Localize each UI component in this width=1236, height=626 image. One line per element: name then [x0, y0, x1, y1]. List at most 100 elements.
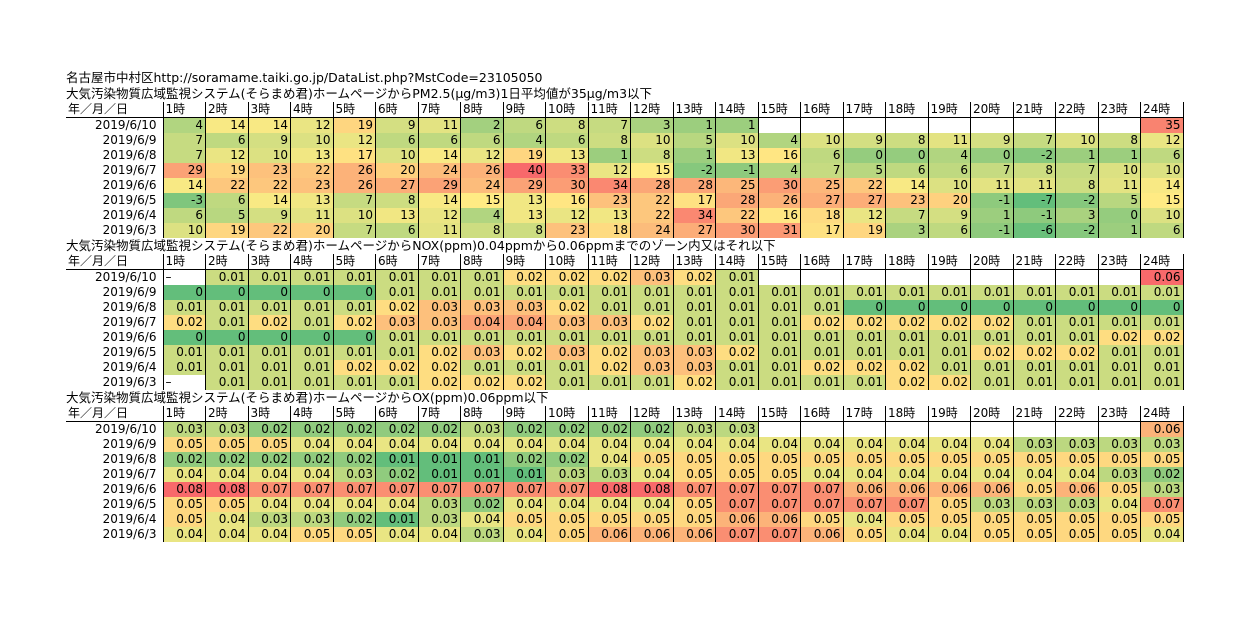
- value-cell: 6: [163, 208, 206, 223]
- value-cell: 9: [928, 208, 971, 223]
- value-cell: 0.02: [375, 300, 419, 315]
- value-cell: 5: [1098, 193, 1141, 208]
- value-cell: 0.05: [758, 467, 801, 482]
- value-cell: [1013, 117, 1056, 133]
- value-cell: 6: [545, 133, 589, 148]
- value-cell: 14: [248, 193, 291, 208]
- value-cell: 0.07: [460, 482, 504, 497]
- value-cell: 0.01: [928, 330, 971, 345]
- value-cell: 4: [928, 148, 971, 163]
- value-cell: 0.02: [715, 345, 759, 360]
- value-cell: 0.01: [248, 375, 291, 390]
- value-cell: 0.01: [843, 285, 886, 300]
- date-header: 年／月／日: [66, 254, 164, 270]
- hour-header: 24時: [1140, 406, 1184, 422]
- table-row: 2019/6/7 0.02 0.01 0.02 0.01 0.02 0.03 0.03 0.04…: [66, 315, 1184, 330]
- hour-header: 10時: [545, 102, 589, 118]
- value-cell: 0.02: [800, 315, 844, 330]
- hour-header: 4時: [290, 406, 334, 422]
- value-cell: 0.02: [1140, 330, 1184, 345]
- hour-header: 15時: [758, 406, 801, 422]
- value-cell: 0.02: [375, 421, 419, 437]
- value-cell: 4: [503, 133, 546, 148]
- value-cell: 0: [1098, 208, 1141, 223]
- hour-header: 22時: [1055, 102, 1099, 118]
- value-cell: 0.01: [290, 375, 334, 390]
- value-cell: 0.04: [503, 497, 546, 512]
- value-cell: 0.01: [545, 375, 589, 390]
- value-cell: 26: [333, 163, 376, 178]
- value-cell: 0.05: [205, 497, 249, 512]
- value-cell: 0.01: [205, 375, 249, 390]
- value-cell: 0.03: [1098, 437, 1141, 452]
- table-row: 2019/6/3 10 19 22 20 7 6 11 8 8 23 18 24 27 30 31 17 19 3 6…: [66, 223, 1184, 238]
- table-row: 2019/6/9 7 6 9 10 12 6 6 6 4 6 8 10 5 10 4 10 9 8 11 9 7 10 8 12: [66, 133, 1184, 148]
- value-cell: 0: [333, 285, 376, 300]
- value-cell: 0.01: [970, 375, 1014, 390]
- value-cell: 0: [885, 300, 929, 315]
- value-cell: 0.06: [673, 527, 716, 542]
- value-cell: 12: [588, 163, 631, 178]
- hour-header: 6時: [375, 406, 419, 422]
- value-cell: 0.01: [715, 375, 759, 390]
- value-cell: 0.07: [758, 527, 801, 542]
- value-cell: 14: [418, 148, 461, 163]
- table-row: 2019/6/9 0.05 0.05 0.05 0.04 0.04 0.04 0.04 0.04…: [66, 437, 1184, 452]
- value-cell: 0.01: [758, 330, 801, 345]
- value-cell: 0.01: [673, 330, 716, 345]
- value-cell: 0.06: [970, 482, 1014, 497]
- value-cell: 0.01: [928, 360, 971, 375]
- date-cell: 2019/6/3: [66, 375, 164, 390]
- value-cell: 6: [1140, 148, 1184, 163]
- value-cell: 0.01: [248, 300, 291, 315]
- value-cell: 0.01: [460, 269, 504, 285]
- date-cell: 2019/6/3: [66, 223, 164, 238]
- value-cell: 0.01: [758, 345, 801, 360]
- value-cell: 0.04: [758, 437, 801, 452]
- value-cell: 0.07: [843, 497, 886, 512]
- hour-header: 16時: [800, 254, 844, 270]
- value-cell: 0.03: [1140, 482, 1184, 497]
- value-cell: 0.07: [758, 482, 801, 497]
- hour-header: 9時: [503, 254, 546, 270]
- value-cell: 0.01: [885, 345, 929, 360]
- value-cell: 0: [928, 300, 971, 315]
- value-cell: [885, 117, 929, 133]
- header-row: 年／月／日 1時 2時 3時 4時 5時 6時 7時 8時 9時 10時 11時 12時 13時 14時 15…: [66, 406, 1184, 422]
- value-cell: 0.06: [1140, 421, 1184, 437]
- value-cell: 0.04: [843, 512, 886, 527]
- value-cell: 13: [545, 148, 589, 163]
- table-row: 2019/6/10 0.03 0.03 0.02 0.02 0.02 0.02 0.02 0.0…: [66, 421, 1184, 437]
- value-cell: 0.01: [630, 300, 674, 315]
- hour-header: 11時: [588, 254, 631, 270]
- value-cell: 0.01: [290, 315, 334, 330]
- value-cell: 12: [205, 148, 249, 163]
- value-cell: 0.01: [758, 375, 801, 390]
- value-cell: 0.07: [758, 497, 801, 512]
- value-cell: 0.01: [163, 360, 206, 375]
- value-cell: 0.02: [248, 421, 291, 437]
- value-cell: 0.01: [290, 360, 334, 375]
- hour-header: 7時: [418, 102, 461, 118]
- table-row: 2019/6/4 0.01 0.01 0.01 0.01 0.02 0.02 0.02 0.01…: [66, 360, 1184, 375]
- value-cell: 14: [248, 117, 291, 133]
- value-cell: 0.01: [715, 330, 759, 345]
- value-cell: 11: [970, 178, 1014, 193]
- table-row: 2019/6/4 6 5 9 11 10 13 12 4 13 12 13 22 34 22 16 18 12 7 9…: [66, 208, 1184, 223]
- value-cell: 0.05: [673, 452, 716, 467]
- table-title: 大気汚染物質広域監視システム(そらまめ君)ホームページからPM2.5(μg/m3…: [66, 86, 653, 101]
- value-cell: 0.07: [800, 482, 844, 497]
- value-cell: 0.04: [843, 437, 886, 452]
- value-cell: 0.02: [545, 421, 589, 437]
- value-cell: 0.01: [588, 300, 631, 315]
- hour-header: 13時: [673, 102, 716, 118]
- value-cell: 0.05: [630, 512, 674, 527]
- value-cell: 13: [375, 208, 419, 223]
- value-cell: 0.05: [333, 527, 376, 542]
- value-cell: 24: [418, 163, 461, 178]
- value-cell: 0.02: [333, 421, 376, 437]
- value-cell: 10: [928, 178, 971, 193]
- value-cell: 0.01: [928, 285, 971, 300]
- value-cell: [800, 269, 844, 285]
- value-cell: 0.07: [290, 482, 334, 497]
